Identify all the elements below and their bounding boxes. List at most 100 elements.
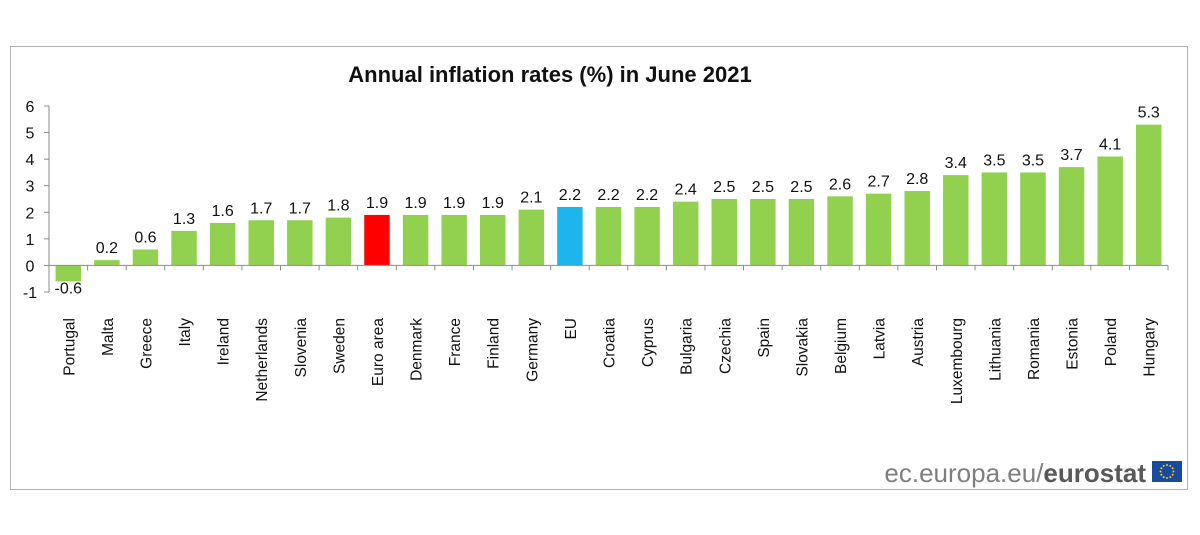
x-tick-label: Malta	[100, 318, 117, 356]
flag-star	[1166, 464, 1168, 466]
x-tick-label: Czechia	[717, 318, 734, 374]
y-tick-label: 3	[26, 179, 35, 196]
data-label: 2.2	[636, 187, 658, 204]
x-tick-label: EU	[563, 318, 580, 340]
data-label: 1.9	[404, 195, 426, 212]
x-tick-label: Portugal	[61, 318, 78, 376]
x-tick-label: Cyprus	[640, 318, 657, 367]
bar-croatia	[595, 206, 622, 266]
y-tick-label: 2	[26, 205, 35, 222]
category-labels: Portugal Malta Greece Italy Ireland Netherlan…	[61, 318, 1158, 405]
source-credit: ec.europa.eu/eurostat	[884, 458, 1182, 488]
data-label: 1.6	[212, 203, 234, 220]
bar-latvia	[865, 193, 892, 266]
x-tick-label: Netherlands	[254, 318, 271, 402]
data-label: 5.3	[1138, 105, 1160, 122]
data-label: 2.8	[906, 171, 928, 188]
flag-star	[1166, 477, 1168, 479]
data-label: 1.7	[289, 200, 311, 217]
data-label: 1.9	[443, 195, 465, 212]
bar-netherlands	[248, 220, 274, 266]
bar-italy	[171, 230, 197, 266]
bar-slovenia	[287, 220, 313, 266]
x-tick-label: Estonia	[1065, 318, 1082, 370]
y-tick-label: -1	[23, 285, 37, 302]
bar-austria	[904, 191, 930, 266]
bar-lithuania	[981, 172, 1008, 266]
x-tick-label: Italy	[177, 318, 194, 347]
y-tick-label: 1	[26, 232, 35, 249]
bar-france	[441, 214, 467, 266]
bar-sweden	[325, 217, 352, 266]
bar-slovakia	[788, 199, 815, 266]
bar-greece	[132, 249, 159, 266]
data-label: 3.7	[1060, 147, 1082, 164]
flag-star	[1172, 470, 1175, 473]
x-tick-label: Ireland	[216, 318, 233, 365]
x-tick-label: Austria	[910, 318, 927, 367]
x-tick-label: Belgium	[833, 318, 850, 374]
x-tick-label: Romania	[1026, 318, 1043, 380]
data-label: 2.6	[829, 176, 851, 193]
bar-portugal	[55, 265, 82, 282]
x-tick-label: Slovenia	[293, 318, 310, 378]
data-label: 2.5	[752, 179, 774, 196]
bar-estonia	[1058, 167, 1085, 266]
flag-star	[1162, 464, 1165, 467]
chart-title: Annual inflation rates (%) in June 2021	[348, 62, 751, 87]
y-tick-label: 6	[26, 99, 35, 116]
data-label: 3.4	[945, 155, 967, 172]
data-label: 1.7	[250, 200, 272, 217]
value-labels: -0.6 0.2 0.6 1.3 1.6 1.7 1.7 1.8 1.9 1.9 1.9 1.9 2.1…	[55, 105, 1160, 298]
flag-background	[1152, 461, 1182, 482]
bar-eu	[557, 206, 583, 266]
bar-czechia	[711, 199, 737, 266]
data-label: 2.2	[597, 187, 619, 204]
bar-poland	[1097, 156, 1123, 266]
bars	[55, 124, 1162, 282]
bar-finland	[480, 214, 506, 266]
flag-star	[1169, 464, 1172, 467]
bar-luxembourg	[943, 175, 969, 266]
x-tick-label: Denmark	[409, 318, 426, 381]
x-tick-label: Germany	[524, 318, 541, 382]
data-label: 0.2	[96, 240, 118, 257]
flag-star	[1160, 467, 1163, 470]
x-tick-label: Lithuania	[987, 318, 1004, 381]
data-label: -0.6	[55, 280, 83, 297]
x-tick-label: Poland	[1103, 318, 1120, 366]
bar-germany	[518, 209, 545, 266]
data-label: 2.1	[520, 190, 542, 207]
y-tick-label: 0	[26, 258, 35, 275]
flag-star	[1171, 473, 1174, 476]
x-tick-label: Hungary	[1142, 318, 1159, 377]
bar-denmark	[402, 214, 429, 266]
y-axis: 6 5 4 3 2 1 0 -1	[23, 99, 50, 302]
flag-star	[1171, 467, 1174, 470]
chart-frame	[10, 46, 1188, 490]
x-tick-label: France	[447, 318, 464, 366]
bar-cyprus	[634, 206, 660, 266]
x-tick-label: Greece	[138, 318, 155, 369]
bar-euro-area	[364, 214, 390, 266]
flag-star	[1162, 476, 1165, 479]
data-label: 3.5	[1022, 152, 1044, 169]
source-brand: eurostat	[1043, 458, 1146, 488]
x-axis	[48, 264, 1169, 271]
x-tick-label: Slovakia	[794, 318, 811, 377]
bar-ireland	[209, 222, 236, 266]
data-label: 1.9	[366, 195, 388, 212]
data-label: 2.2	[559, 187, 581, 204]
data-label: 2.4	[675, 182, 697, 199]
bar-bulgaria	[672, 201, 699, 266]
y-tick-label: 5	[26, 126, 35, 143]
x-tick-label: Bulgaria	[679, 318, 696, 375]
x-tick-label: Croatia	[602, 318, 619, 368]
flag-star	[1169, 476, 1172, 479]
data-label: 1.3	[173, 211, 195, 228]
x-tick-label: Latvia	[872, 318, 889, 360]
data-label: 2.5	[790, 179, 812, 196]
x-tick-label: Luxembourg	[949, 318, 966, 404]
bar-malta	[94, 260, 120, 266]
bar-belgium	[827, 196, 853, 266]
